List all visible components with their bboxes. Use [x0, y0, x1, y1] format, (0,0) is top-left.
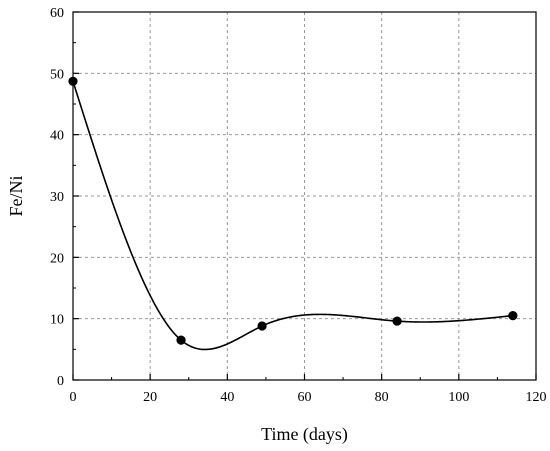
x-tick-label: 100 [448, 390, 469, 405]
x-tick-label: 120 [526, 390, 547, 405]
data-point [176, 335, 186, 345]
data-point [257, 321, 267, 331]
y-tick-label: 60 [50, 6, 64, 21]
x-tick-label: 20 [143, 390, 157, 405]
y-tick-label: 20 [50, 251, 64, 266]
y-axis-label: Fe/Ni [6, 175, 26, 216]
y-tick-label: 0 [57, 374, 64, 389]
x-axis-label: Time (days) [261, 424, 348, 445]
x-tick-label: 80 [375, 390, 389, 405]
y-tick-label: 50 [50, 67, 64, 82]
data-point [392, 316, 402, 326]
y-tick-label: 40 [50, 129, 64, 144]
data-points [68, 76, 518, 345]
data-point [508, 311, 518, 321]
x-tick-label: 0 [70, 390, 77, 405]
y-tick-label: 30 [50, 190, 64, 205]
fit-curve [72, 81, 513, 351]
x-tick-label: 60 [298, 390, 312, 405]
y-axis-ticks: 0 10 20 30 40 50 60 [50, 6, 79, 389]
x-tick-label: 40 [220, 390, 234, 405]
y-tick-label: 10 [50, 313, 64, 328]
grid-lines [73, 12, 536, 380]
x-axis-ticks: 0 20 40 60 80 100 120 [70, 374, 547, 405]
